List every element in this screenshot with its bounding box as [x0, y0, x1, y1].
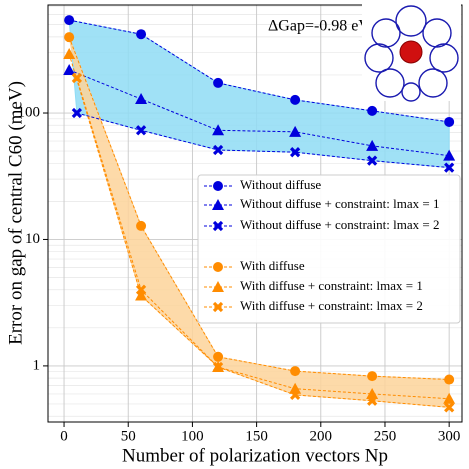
legend: Without diffuse Without diffuse + constra…: [197, 174, 461, 324]
x-tick-label: 250: [374, 428, 397, 444]
legend-label: With diffuse + constraint: lmax = 2: [240, 298, 423, 313]
y-axis-label: Error on gap of central C60 (meV): [5, 81, 26, 345]
point: [135, 284, 147, 295]
point: [290, 94, 301, 105]
point: [367, 371, 378, 382]
legend-marker: [212, 281, 224, 292]
point: [64, 15, 75, 26]
legend-marker: [213, 262, 223, 272]
point: [212, 144, 224, 156]
x-tick-label: 150: [245, 428, 268, 444]
legend-label: With diffuse: [240, 258, 305, 273]
point: [135, 93, 148, 105]
y-tick-label: 100: [18, 104, 41, 120]
point: [366, 139, 379, 151]
x-tick-label: 50: [121, 428, 136, 444]
point: [136, 29, 147, 40]
fullerenes: [364, 5, 459, 102]
legend-marker: [212, 220, 224, 232]
point: [212, 361, 224, 373]
point: [212, 124, 225, 136]
legend-label: Without diffuse + constraint: lmax = 2: [240, 217, 439, 232]
annotation: ΔGap=-0.98 eV: [268, 18, 370, 35]
legend-label: Without diffuse + constraint: lmax = 1: [240, 196, 439, 211]
legend-box: [197, 174, 461, 324]
series-line: [68, 36, 450, 381]
y-tick-label: 1: [33, 357, 41, 373]
series-line: [69, 19, 450, 123]
point: [290, 366, 301, 377]
x-tick-label: 0: [60, 428, 68, 444]
point: [444, 402, 455, 413]
plot-frame: [47, 4, 463, 423]
point: [135, 289, 148, 301]
series-line: [76, 112, 450, 169]
point: [367, 105, 378, 116]
point: [444, 116, 455, 127]
legend-marker: [212, 199, 224, 210]
series-line: [76, 77, 450, 408]
legend-marker: [212, 301, 224, 313]
x-tick-label: 300: [438, 428, 461, 444]
point: [71, 72, 83, 84]
point: [71, 107, 83, 119]
legend-label: Without diffuse: [240, 177, 321, 192]
point: [443, 392, 456, 404]
point: [213, 351, 224, 362]
point: [289, 389, 301, 401]
molecule-image: [362, 2, 461, 102]
central-c60: [399, 40, 423, 64]
legend-marker: [213, 181, 223, 191]
point: [64, 32, 75, 43]
point: [63, 47, 76, 59]
point: [444, 374, 455, 385]
point: [136, 220, 147, 231]
legend-label: With diffuse + constraint: lmax = 1: [240, 278, 423, 293]
point: [367, 395, 378, 406]
point: [289, 125, 302, 137]
point: [367, 155, 378, 166]
series-line: [68, 53, 450, 400]
x-tick-label: 100: [181, 428, 204, 444]
point: [444, 162, 455, 173]
y-tick-label: 10: [25, 231, 40, 247]
point: [443, 149, 456, 161]
x-axis-label: Number of polarization vectors Np: [122, 445, 388, 466]
point: [63, 63, 76, 75]
point: [135, 125, 147, 136]
x-tick-label: 200: [310, 428, 333, 444]
point: [289, 147, 301, 158]
point: [213, 77, 224, 88]
